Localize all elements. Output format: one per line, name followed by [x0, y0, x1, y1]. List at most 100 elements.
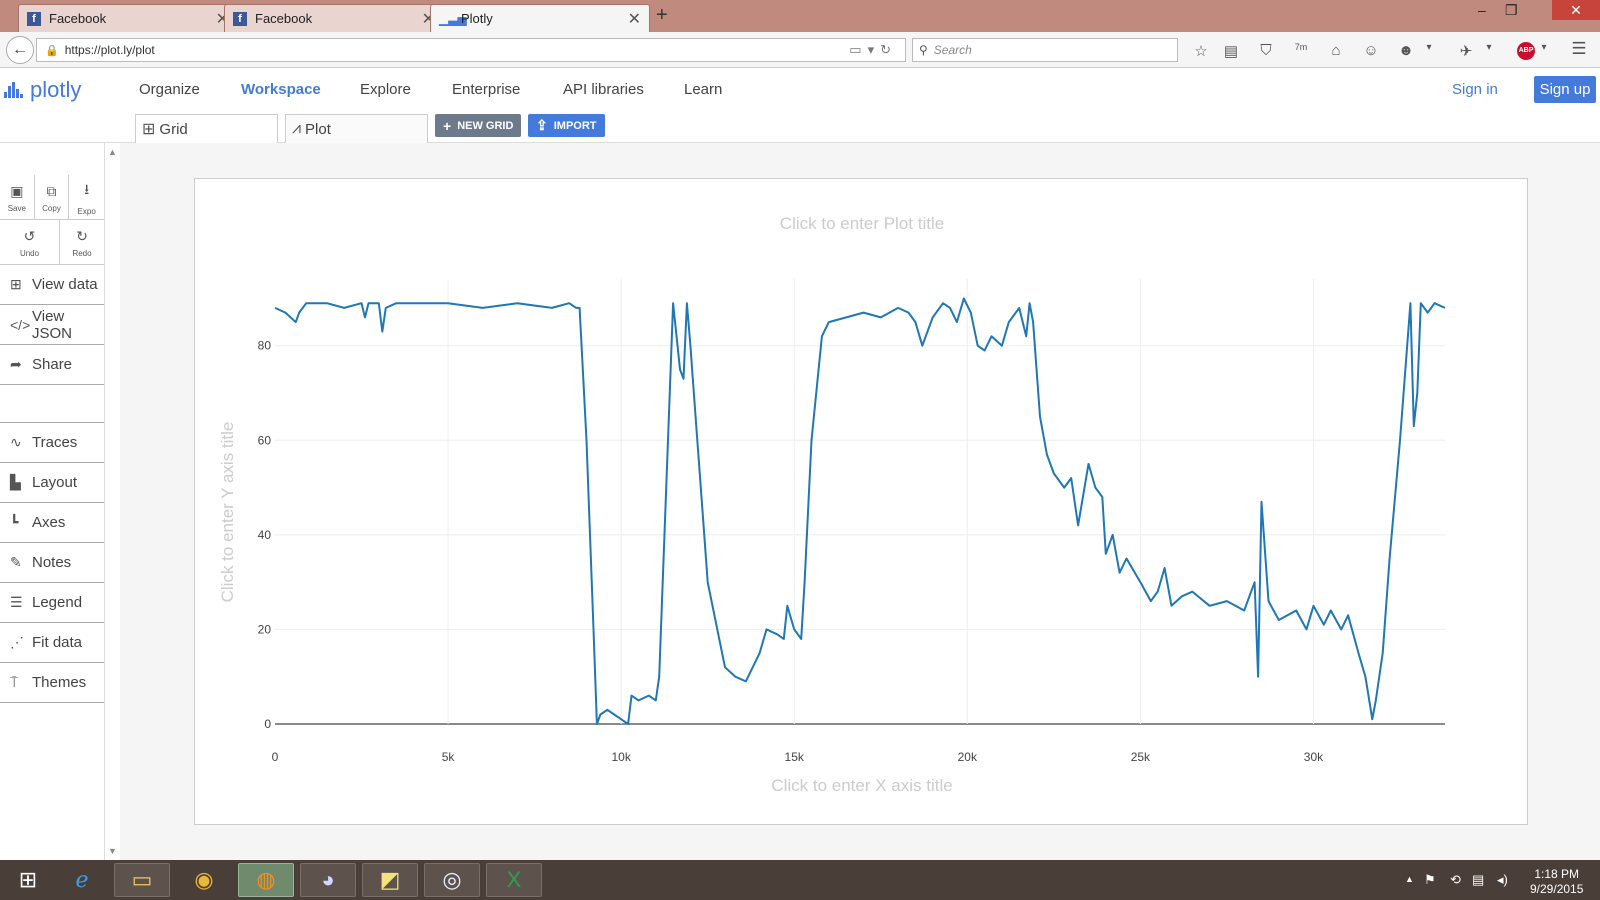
toolbar-row-2: ↺ Undo ↻ Redo — [0, 220, 104, 265]
sidebar-item-legend[interactable]: ☰ Legend — [0, 583, 104, 623]
tab-grid[interactable]: ⊞ Grid — [135, 114, 278, 143]
sidebar-item-layout[interactable]: ▙ Layout — [0, 463, 104, 503]
chrome-icon[interactable]: ◉ — [194, 867, 214, 892]
sidebar-item-view-json[interactable]: </> View JSON — [0, 305, 104, 345]
window-close-icon[interactable]: ✕ — [1552, 0, 1600, 20]
save-button[interactable]: ▣ Save — [0, 175, 35, 220]
sidebar-item-traces[interactable]: ∿ Traces — [0, 423, 104, 463]
home-icon[interactable]: ⌂ — [1331, 42, 1341, 59]
file-explorer-icon[interactable]: ▭ — [114, 863, 170, 897]
url-bar[interactable]: 🔒 https://plot.ly/plot ▭▾↻ — [36, 38, 906, 62]
flag-icon[interactable]: ⚑ — [1424, 872, 1436, 887]
network-icon[interactable]: ▤ — [1472, 872, 1485, 887]
browser-tab-facebook-2[interactable]: f Facebook ✕ — [224, 4, 444, 32]
redo-button[interactable]: ↻ Redo — [60, 220, 104, 265]
nav-learn[interactable]: Learn — [684, 81, 723, 98]
url-text: https://plot.ly/plot — [64, 43, 155, 57]
nav-explore[interactable]: Explore — [360, 81, 411, 98]
tab-plot[interactable]: ⩘ Plot — [285, 114, 428, 143]
bookmark-star-icon[interactable]: ☆ — [1194, 43, 1208, 60]
nav-organize[interactable]: Organize — [139, 81, 200, 98]
logo-text: plotly — [30, 77, 82, 102]
new-tab-icon[interactable]: + — [656, 4, 668, 26]
x-axis-title-placeholder[interactable]: Click to enter X axis title — [771, 776, 952, 795]
copy-label: Copy — [42, 203, 61, 213]
chat-icon[interactable]: ☺ — [1363, 42, 1379, 59]
sidebar-item-view-data[interactable]: ⊞ View data — [0, 265, 104, 305]
reading-list-icon[interactable]: ▤ — [1223, 43, 1239, 60]
sidebar-divider — [0, 385, 104, 423]
nav-enterprise[interactable]: Enterprise — [452, 81, 521, 98]
plotly-logo[interactable]: plotly — [4, 77, 81, 103]
adblock-icon[interactable]: ABP — [1517, 42, 1535, 60]
y-tick-label: 20 — [258, 622, 272, 636]
clock[interactable]: 1:18 PM 9/29/2015 — [1530, 867, 1583, 897]
menu-icon[interactable]: ☰ — [1571, 39, 1587, 58]
firefox-icon[interactable]: ◍ — [238, 863, 294, 897]
paint-roller-icon: ⍑ — [10, 674, 19, 690]
pocket-icon[interactable]: ⛉ — [1260, 42, 1272, 59]
copy-button[interactable]: ⧉ Copy — [35, 175, 70, 220]
y-tick-label: 0 — [264, 717, 271, 731]
axes-icon: ┗ — [10, 514, 19, 530]
send-icon[interactable]: ✈ — [1459, 43, 1473, 60]
app-globe-icon[interactable]: ◕ — [300, 863, 356, 897]
upload-icon: ⇪ — [536, 117, 548, 133]
network-app-icon[interactable]: ◎ — [424, 863, 480, 897]
volume-icon[interactable]: ◂) — [1497, 872, 1508, 887]
new-grid-label: NEW GRID — [457, 119, 514, 132]
sidebar-item-fit-data[interactable]: ⋰ Fit data — [0, 623, 104, 663]
x-tick-label: 20k — [958, 750, 978, 764]
sidebar-item-notes[interactable]: ✎ Notes — [0, 543, 104, 583]
chevron-down-icon[interactable]: ▾ — [1486, 42, 1492, 53]
browser-nav-bar: ← 🔒 https://plot.ly/plot ▭▾↻ ⚲ Search ☆ … — [0, 32, 1600, 68]
browser-tab-facebook-1[interactable]: f Facebook ✕ — [18, 4, 238, 32]
save-label: Save — [7, 203, 26, 213]
x-tick-label: 25k — [1131, 750, 1151, 764]
back-icon[interactable]: ← — [6, 36, 34, 64]
restore-icon[interactable]: ❐ — [1505, 2, 1518, 18]
sticky-notes-icon[interactable]: ◩ — [362, 863, 418, 897]
sync-icon[interactable]: ⟲ — [1450, 872, 1461, 887]
table-icon: ⊞ — [10, 276, 22, 292]
series-line-0[interactable] — [274, 297, 1446, 725]
nav-api-libraries[interactable]: API libraries — [563, 81, 644, 98]
extension-icon[interactable]: ☻ — [1398, 42, 1414, 59]
timer-badge[interactable]: 7m — [1294, 42, 1308, 52]
chevron-down-icon[interactable]: ▼ — [108, 846, 117, 856]
grid-lines — [275, 279, 1445, 725]
nav-workspace[interactable]: Workspace — [241, 81, 321, 98]
series-line-layer[interactable] — [274, 297, 1446, 725]
internet-explorer-icon[interactable]: ℯ — [75, 867, 89, 892]
browser-tab-plotly[interactable]: ▁▃▅ Plotly ✕ — [430, 4, 650, 32]
sidebar-item-axes[interactable]: ┗ Axes — [0, 503, 104, 543]
search-input[interactable]: ⚲ Search — [912, 38, 1178, 62]
excel-icon[interactable]: X — [486, 863, 542, 897]
reader-reload-icons[interactable]: ▭▾↻ — [849, 42, 897, 57]
plot-frame[interactable]: 0 20 40 60 80 0 5k 10k 15k 20k 25k 30k Click to ent… — [194, 178, 1528, 825]
redo-icon: ↻ — [76, 227, 88, 244]
sign-in-link[interactable]: Sign in — [1452, 81, 1498, 98]
workspace-subbar: ⊞ Grid ⩘ Plot + NEW GRID ⇪ IMPORT — [0, 114, 1600, 143]
sign-up-button[interactable]: Sign up — [1534, 76, 1596, 103]
sidebar-scrollbar[interactable]: ▲ ▼ — [104, 143, 120, 860]
tray-expand-icon[interactable]: ▲ — [1405, 874, 1414, 884]
chevron-down-icon[interactable]: ▾ — [1426, 42, 1432, 53]
sidebar-item-themes[interactable]: ⍑ Themes — [0, 663, 104, 703]
close-icon[interactable]: ✕ — [627, 10, 641, 28]
export-label: Expo — [77, 207, 96, 216]
sidebar-item-share[interactable]: ➦ Share — [0, 345, 104, 385]
import-button[interactable]: ⇪ IMPORT — [528, 114, 605, 137]
line-chart[interactable]: 0 20 40 60 80 0 5k 10k 15k 20k 25k 30k Click to ent… — [195, 179, 1529, 826]
undo-button[interactable]: ↺ Undo — [0, 220, 60, 265]
y-axis-title-placeholder[interactable]: Click to enter Y axis title — [218, 422, 237, 603]
minimize-icon[interactable]: – — [1478, 2, 1486, 18]
start-button[interactable]: ⊞ — [0, 863, 56, 897]
import-label: IMPORT — [553, 119, 597, 132]
x-tick-label: 15k — [785, 750, 805, 764]
plot-title-placeholder[interactable]: Click to enter Plot title — [780, 214, 944, 233]
chevron-down-icon[interactable]: ▾ — [1541, 42, 1547, 53]
export-button[interactable]: ⭳ Expo — [69, 175, 104, 220]
new-grid-button[interactable]: + NEW GRID — [435, 114, 522, 137]
chevron-up-icon[interactable]: ▲ — [108, 147, 117, 157]
